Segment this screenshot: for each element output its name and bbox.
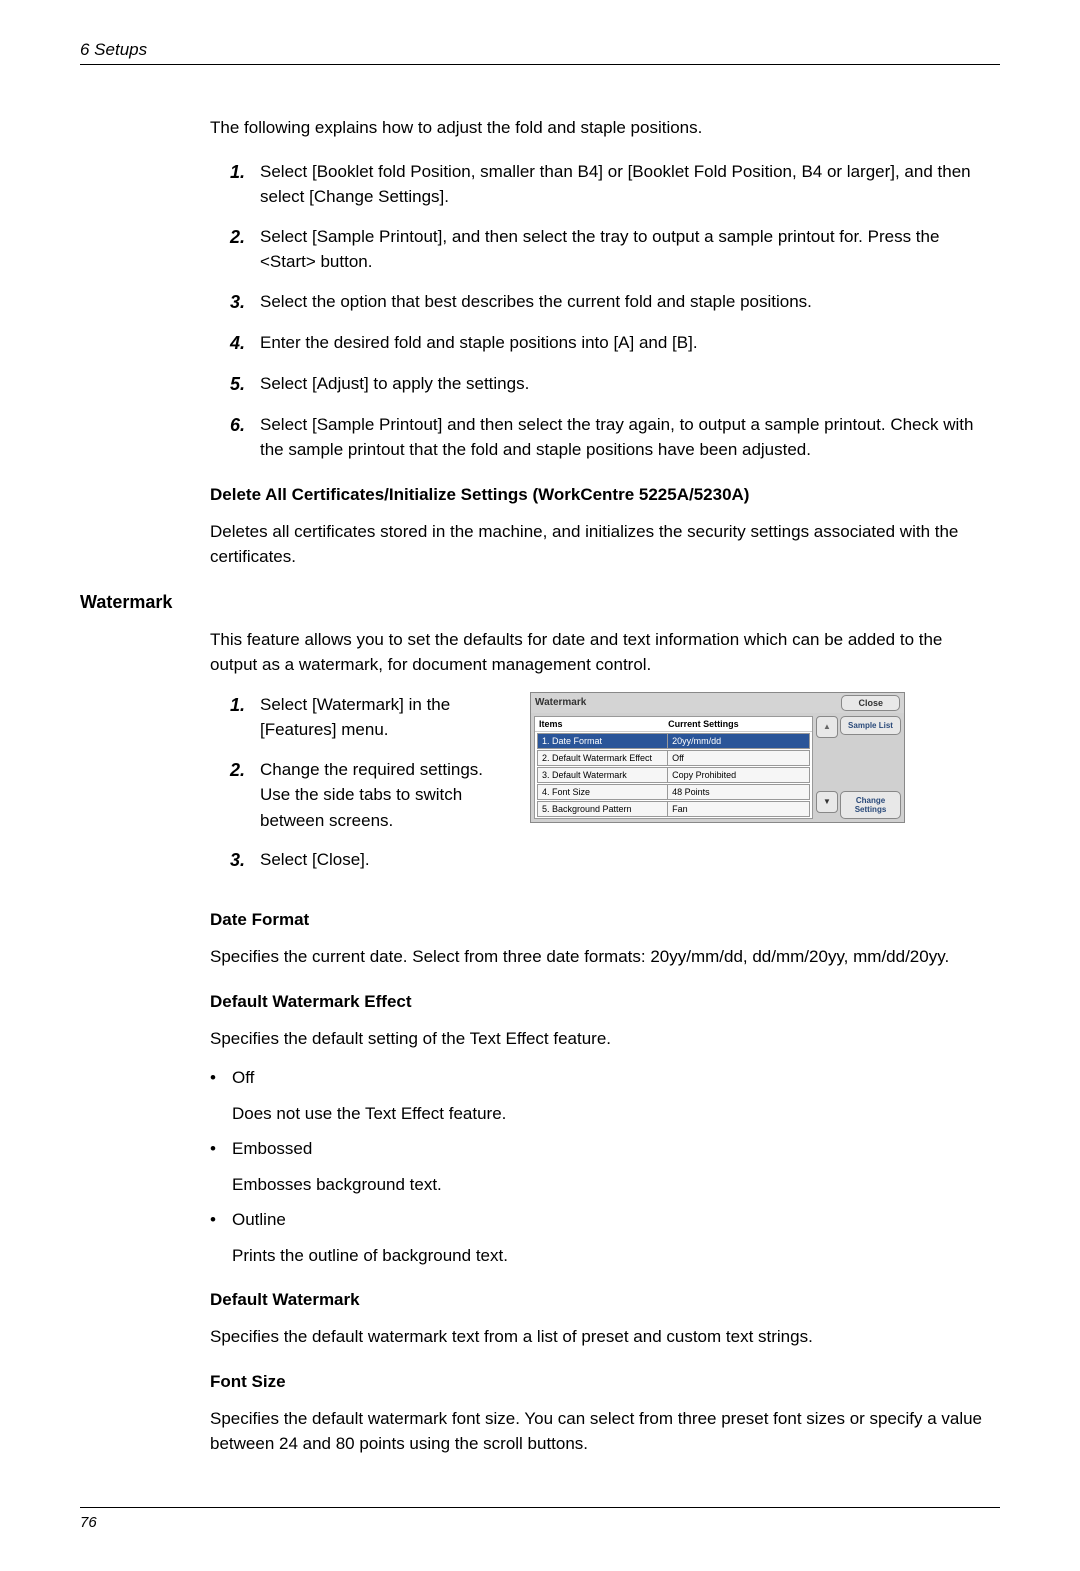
bullet-marker: • — [210, 1065, 232, 1091]
bullet-embossed: •Embossed Embosses background text. — [210, 1136, 990, 1197]
watermark-screenshot: Watermark Close Items Current Settings 1… — [530, 692, 905, 823]
page-header: 6 Setups — [80, 40, 1000, 65]
header-items: Items — [539, 719, 668, 729]
close-button[interactable]: Close — [841, 695, 900, 711]
default-watermark-heading: Default Watermark — [210, 1290, 990, 1310]
watermark-steps: 1.Select [Watermark] in the [Features] m… — [210, 692, 510, 875]
chapter-label: 6 Setups — [80, 40, 147, 59]
table-row[interactable]: 4. Font Size 48 Points — [537, 784, 810, 800]
screenshot-title-row: Watermark Close — [531, 693, 904, 713]
step-text: Select [Booklet fold Position, smaller t… — [260, 159, 990, 210]
change-settings-button[interactable]: Change Settings — [840, 791, 901, 819]
table-header: Items Current Settings — [535, 717, 812, 732]
bullet-label: Off — [232, 1065, 990, 1091]
sample-list-button[interactable]: Sample List — [840, 716, 901, 735]
step-text: Select [Close]. — [260, 847, 510, 874]
bullet-outline: •Outline Prints the outline of backgroun… — [210, 1207, 990, 1268]
wm-step-3: 3.Select [Close]. — [230, 847, 510, 874]
intro-text: The following explains how to adjust the… — [210, 115, 990, 141]
step-num: 6. — [230, 412, 260, 463]
table-row[interactable]: 2. Default Watermark Effect Off — [537, 750, 810, 766]
step-3: 3.Select the option that best describes … — [230, 289, 990, 316]
date-format-text: Specifies the current date. Select from … — [210, 944, 990, 970]
step-text: Change the required settings. Use the si… — [260, 757, 510, 834]
header-settings: Current Settings — [668, 719, 808, 729]
screenshot-right-panel: ▲ Sample List ▼ Change Settings — [816, 716, 901, 819]
step-num: 1. — [230, 159, 260, 210]
bullet-label: Embossed — [232, 1136, 990, 1162]
row-setting: 20yy/mm/dd — [668, 734, 809, 748]
bullet-marker: • — [210, 1136, 232, 1162]
step-text: Enter the desired fold and staple positi… — [260, 330, 990, 357]
effect-bullets: •Off Does not use the Text Effect featur… — [210, 1065, 990, 1268]
screenshot-title: Watermark — [535, 697, 586, 708]
page-footer: 76 — [80, 1507, 1000, 1531]
row-item: 1. Date Format — [538, 734, 668, 748]
wm-step-2: 2.Change the required settings. Use the … — [230, 757, 510, 834]
watermark-steps-col: 1.Select [Watermark] in the [Features] m… — [210, 692, 510, 889]
table-row[interactable]: 5. Background Pattern Fan — [537, 801, 810, 817]
default-effect-heading: Default Watermark Effect — [210, 992, 990, 1012]
step-6: 6.Select [Sample Printout] and then sele… — [230, 412, 990, 463]
watermark-screenshot-col: Watermark Close Items Current Settings 1… — [530, 692, 990, 823]
watermark-two-col: 1.Select [Watermark] in the [Features] m… — [210, 692, 990, 889]
step-1: 1.Select [Booklet fold Position, smaller… — [230, 159, 990, 210]
bullet-desc: Does not use the Text Effect feature. — [232, 1101, 990, 1127]
main-steps: 1.Select [Booklet fold Position, smaller… — [210, 159, 990, 463]
font-size-heading: Font Size — [210, 1372, 990, 1392]
default-effect-intro: Specifies the default setting of the Tex… — [210, 1026, 990, 1052]
bullet-desc: Prints the outline of background text. — [232, 1243, 990, 1269]
step-2: 2.Select [Sample Printout], and then sel… — [230, 224, 990, 275]
step-num: 4. — [230, 330, 260, 357]
row-setting: 48 Points — [668, 785, 809, 799]
row-item: 5. Background Pattern — [538, 802, 668, 816]
scroll-up-button[interactable]: ▲ — [816, 716, 838, 738]
bullet-marker: • — [210, 1207, 232, 1233]
delete-certs-text: Deletes all certificates stored in the m… — [210, 519, 990, 570]
step-num: 2. — [230, 224, 260, 275]
step-5: 5.Select [Adjust] to apply the settings. — [230, 371, 990, 398]
font-size-text: Specifies the default watermark font siz… — [210, 1406, 990, 1457]
top-btn-group: ▲ Sample List — [816, 716, 901, 738]
watermark-intro: This feature allows you to set the defau… — [210, 627, 990, 678]
content-area: The following explains how to adjust the… — [210, 115, 990, 570]
table-row[interactable]: 3. Default Watermark Copy Prohibited — [537, 767, 810, 783]
watermark-heading: Watermark — [80, 592, 1000, 613]
row-item: 2. Default Watermark Effect — [538, 751, 668, 765]
step-text: Select [Sample Printout] and then select… — [260, 412, 990, 463]
step-4: 4.Enter the desired fold and staple posi… — [230, 330, 990, 357]
screenshot-body: Items Current Settings 1. Date Format 20… — [531, 713, 904, 822]
step-num: 1. — [230, 692, 260, 743]
step-text: Select [Watermark] in the [Features] men… — [260, 692, 510, 743]
step-num: 3. — [230, 847, 260, 874]
bottom-btn-group: ▼ Change Settings — [816, 791, 901, 819]
settings-table: Items Current Settings 1. Date Format 20… — [534, 716, 813, 819]
watermark-content: This feature allows you to set the defau… — [210, 627, 990, 1457]
table-row[interactable]: 1. Date Format 20yy/mm/dd — [537, 733, 810, 749]
delete-certs-heading: Delete All Certificates/Initialize Setti… — [210, 485, 990, 505]
step-num: 5. — [230, 371, 260, 398]
date-format-heading: Date Format — [210, 910, 990, 930]
row-item: 3. Default Watermark — [538, 768, 668, 782]
step-num: 3. — [230, 289, 260, 316]
wm-step-1: 1.Select [Watermark] in the [Features] m… — [230, 692, 510, 743]
step-text: Select [Adjust] to apply the settings. — [260, 371, 990, 398]
default-watermark-text: Specifies the default watermark text fro… — [210, 1324, 990, 1350]
row-item: 4. Font Size — [538, 785, 668, 799]
bullet-label: Outline — [232, 1207, 990, 1233]
step-text: Select the option that best describes th… — [260, 289, 990, 316]
bullet-off: •Off Does not use the Text Effect featur… — [210, 1065, 990, 1126]
row-setting: Copy Prohibited — [668, 768, 809, 782]
step-num: 2. — [230, 757, 260, 834]
row-setting: Fan — [668, 802, 809, 816]
bullet-desc: Embosses background text. — [232, 1172, 990, 1198]
step-text: Select [Sample Printout], and then selec… — [260, 224, 990, 275]
row-setting: Off — [668, 751, 809, 765]
scroll-down-button[interactable]: ▼ — [816, 791, 838, 813]
